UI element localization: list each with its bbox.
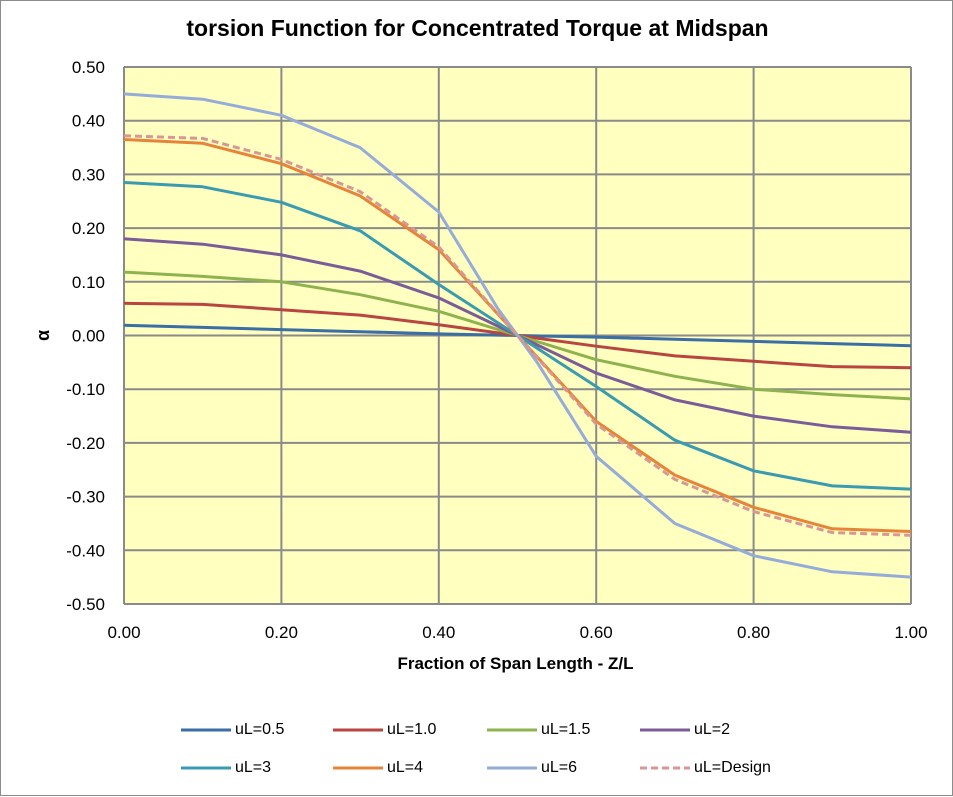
series-line-ul-design (123, 134, 912, 537)
legend-label: uL=4 (387, 759, 424, 776)
legend-item: uL=6 (485, 758, 577, 778)
y-tick-label: -0.10 (66, 380, 105, 399)
legend-label: uL=Design (694, 759, 771, 776)
legend-item: uL=2 (638, 720, 730, 740)
x-tick-label: 0.60 (580, 623, 613, 642)
legend-label: uL=1.0 (387, 721, 437, 738)
legend-item: uL=0.5 (179, 720, 284, 740)
legend-label: uL=1.5 (541, 721, 591, 738)
x-tick-label: 1.00 (894, 623, 927, 642)
legend-swatch (181, 766, 231, 770)
y-tick-label: 0.50 (72, 58, 105, 77)
legend-item: uL=4 (331, 758, 423, 778)
x-tick-label: 0.80 (737, 623, 770, 642)
y-tick-label: -0.40 (66, 541, 105, 560)
y-tick-label: 0.10 (72, 273, 105, 292)
legend-item: uL=1.5 (485, 720, 590, 740)
legend-label: uL=2 (694, 721, 731, 738)
legend-label: uL=0.5 (235, 721, 285, 738)
x-tick-label: 0.20 (265, 623, 298, 642)
legend-item: uL=1.0 (331, 720, 436, 740)
x-tick-label: 0.00 (107, 623, 140, 642)
legend-label: uL=6 (541, 759, 578, 776)
y-tick-label: 0.30 (72, 165, 105, 184)
legend-item: uL=3 (179, 758, 271, 778)
legend-swatch (640, 766, 690, 770)
y-tick-label: 0.40 (72, 112, 105, 131)
legend-label: uL=3 (235, 759, 272, 776)
y-tick-label: 0.20 (72, 219, 105, 238)
legend-item: uL=Design (638, 758, 771, 778)
y-tick-label: -0.50 (66, 595, 105, 614)
y-tick-label: 0.00 (72, 327, 105, 346)
legend-swatch (181, 728, 231, 732)
legend-swatch (333, 766, 383, 770)
chart-title: torsion Function for Concentrated Torque… (186, 15, 769, 41)
y-axis-title: α (33, 330, 53, 341)
legend-swatch (487, 728, 537, 732)
legend-swatch (487, 766, 537, 770)
series-line-ul-6 (123, 92, 912, 579)
legend-swatch (333, 728, 383, 732)
y-tick-label: -0.30 (66, 488, 105, 507)
x-tick-label: 0.40 (422, 623, 455, 642)
x-axis-title: Fraction of Span Length - Z/L (397, 654, 633, 673)
legend-swatch (640, 728, 690, 732)
y-tick-label: -0.20 (66, 434, 105, 453)
